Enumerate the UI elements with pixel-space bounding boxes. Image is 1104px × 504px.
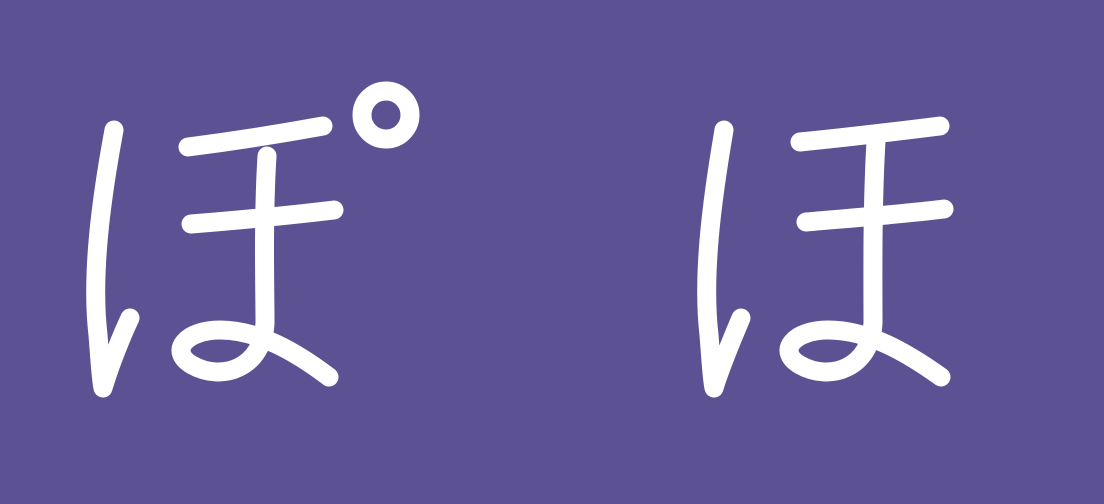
- po-left-vertical-stroke: [86, 120, 140, 398]
- ho-left-vertical-stroke: [697, 120, 751, 398]
- po-top-horizontal-stroke: [178, 116, 333, 157]
- ho-vertical-and-loop-stroke: [779, 131, 951, 387]
- kana-glyph-po: [86, 81, 420, 398]
- po-vertical-and-loop-stroke: [171, 146, 339, 387]
- kana-glyph-ho: [697, 116, 954, 398]
- po-handakuten-circle: [352, 81, 420, 149]
